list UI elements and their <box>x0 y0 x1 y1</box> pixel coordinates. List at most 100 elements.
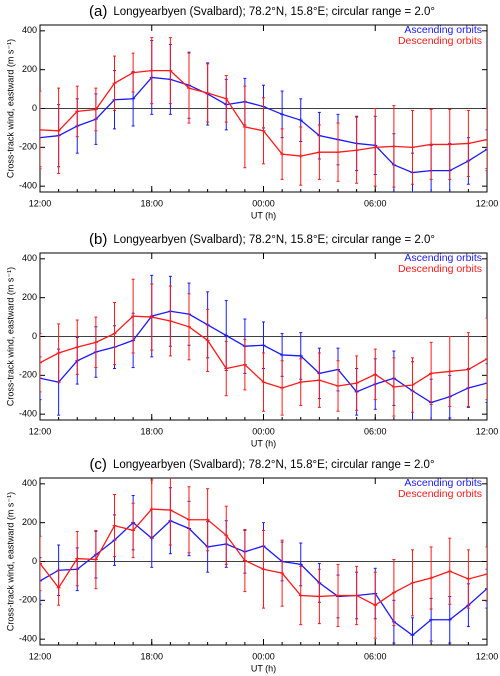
point-marker <box>131 314 136 319</box>
point-marker <box>149 507 154 512</box>
y-tick-label: -400 <box>19 409 37 419</box>
x-axis-label: UT (h) <box>251 663 276 673</box>
panel: (b) Longyearbyen (Svalbard); 78.2°N, 15.8… <box>5 231 498 448</box>
legend-label: Descending orbits <box>398 488 482 500</box>
x-tick-label: 12:00 <box>476 651 499 661</box>
point-marker <box>280 152 285 157</box>
point-marker <box>131 96 136 101</box>
chart-title: (a) Longyearbyen (Svalbard); 78.2°N, 15.8… <box>89 3 435 20</box>
point-marker <box>40 376 42 381</box>
point-marker <box>447 617 452 622</box>
point-marker <box>298 118 303 123</box>
title-text: Longyearbyen (Svalbard); 78.2°N, 15.8°E;… <box>113 234 435 246</box>
point-marker <box>373 372 378 377</box>
x-tick-label: 18:00 <box>140 426 163 436</box>
y-tick-label: 0 <box>32 556 37 566</box>
point-marker <box>298 593 303 598</box>
y-tick-label: -200 <box>19 595 37 605</box>
legend-label: Ascending orbits <box>404 477 482 489</box>
point-marker <box>485 586 487 591</box>
point-marker <box>410 383 415 388</box>
y-axis-label: Cross-track wind, eastward (m s⁻¹) <box>5 492 15 631</box>
y-axis-label: Cross-track wind, eastward (m s⁻¹) <box>5 267 15 406</box>
point-marker <box>40 360 42 365</box>
point-marker <box>485 572 487 577</box>
point-marker <box>56 128 61 133</box>
x-tick-label: 12:00 <box>29 426 52 436</box>
point-marker <box>224 333 229 338</box>
x-tick-label: 06:00 <box>364 651 387 661</box>
point-marker <box>242 362 247 367</box>
point-marker <box>168 68 173 73</box>
point-marker <box>466 576 471 581</box>
point-marker <box>466 141 471 146</box>
chart-title: (c) Longyearbyen (Svalbard); 78.2°N, 15.8… <box>89 456 434 473</box>
point-marker <box>56 351 61 356</box>
point-marker <box>112 331 117 336</box>
series <box>40 278 487 417</box>
point-marker <box>205 517 210 522</box>
point-marker <box>224 366 229 371</box>
y-tick-label: -400 <box>19 634 37 644</box>
point-marker <box>75 109 80 114</box>
point-marker <box>485 147 487 152</box>
point-marker <box>93 340 98 345</box>
point-marker <box>447 142 452 147</box>
point-marker <box>112 81 117 86</box>
x-tick-label: 12:00 <box>29 198 52 208</box>
point-marker <box>131 528 136 533</box>
x-tick-label: 00:00 <box>252 426 275 436</box>
legend-label: Ascending orbits <box>404 24 482 36</box>
point-marker <box>280 112 285 117</box>
x-tick-label: 18:00 <box>140 651 163 661</box>
point-marker <box>149 68 154 73</box>
point-marker <box>298 380 303 385</box>
point-marker <box>485 137 487 142</box>
y-tick-label: -400 <box>19 181 37 191</box>
point-marker <box>298 562 303 567</box>
series <box>40 37 487 188</box>
point-marker <box>429 617 434 622</box>
point-marker <box>224 96 229 101</box>
x-tick-label: 00:00 <box>252 651 275 661</box>
y-tick-label: -200 <box>19 142 37 152</box>
point-marker <box>187 86 191 91</box>
point-marker <box>298 154 303 159</box>
legend-label: Descending orbits <box>398 263 482 275</box>
y-tick-label: 400 <box>22 253 37 263</box>
point-marker <box>336 593 340 598</box>
point-marker <box>187 517 191 522</box>
point-marker <box>391 384 396 389</box>
point-marker <box>354 381 359 386</box>
point-marker <box>447 369 452 374</box>
y-tick-label: 200 <box>22 292 37 302</box>
point-marker <box>187 324 191 329</box>
legend-label: Descending orbits <box>398 35 482 47</box>
point-marker <box>354 593 359 598</box>
y-tick-label: 0 <box>32 331 37 341</box>
panel-label: (a) <box>89 3 107 20</box>
point-marker <box>429 142 434 147</box>
x-tick-label: 06:00 <box>364 198 387 208</box>
point-marker <box>40 127 42 132</box>
point-marker <box>391 590 396 595</box>
point-marker <box>40 135 42 140</box>
point-marker <box>410 633 415 638</box>
point-marker <box>373 145 378 150</box>
point-marker <box>466 367 471 372</box>
legend-label: Ascending orbits <box>404 252 482 264</box>
point-marker <box>280 571 285 576</box>
x-tick-label: 06:00 <box>364 426 387 436</box>
point-marker <box>354 148 359 153</box>
point-marker <box>40 578 42 583</box>
point-marker <box>317 150 322 155</box>
point-marker <box>391 144 396 149</box>
point-marker <box>261 567 266 572</box>
point-marker <box>317 378 322 383</box>
title-text: Longyearbyen (Svalbard); 78.2°N, 15.8°E;… <box>113 6 435 18</box>
point-marker <box>429 371 434 376</box>
series <box>40 478 487 639</box>
point-marker <box>317 594 322 599</box>
y-tick-label: 200 <box>22 64 37 74</box>
point-marker <box>485 381 487 386</box>
